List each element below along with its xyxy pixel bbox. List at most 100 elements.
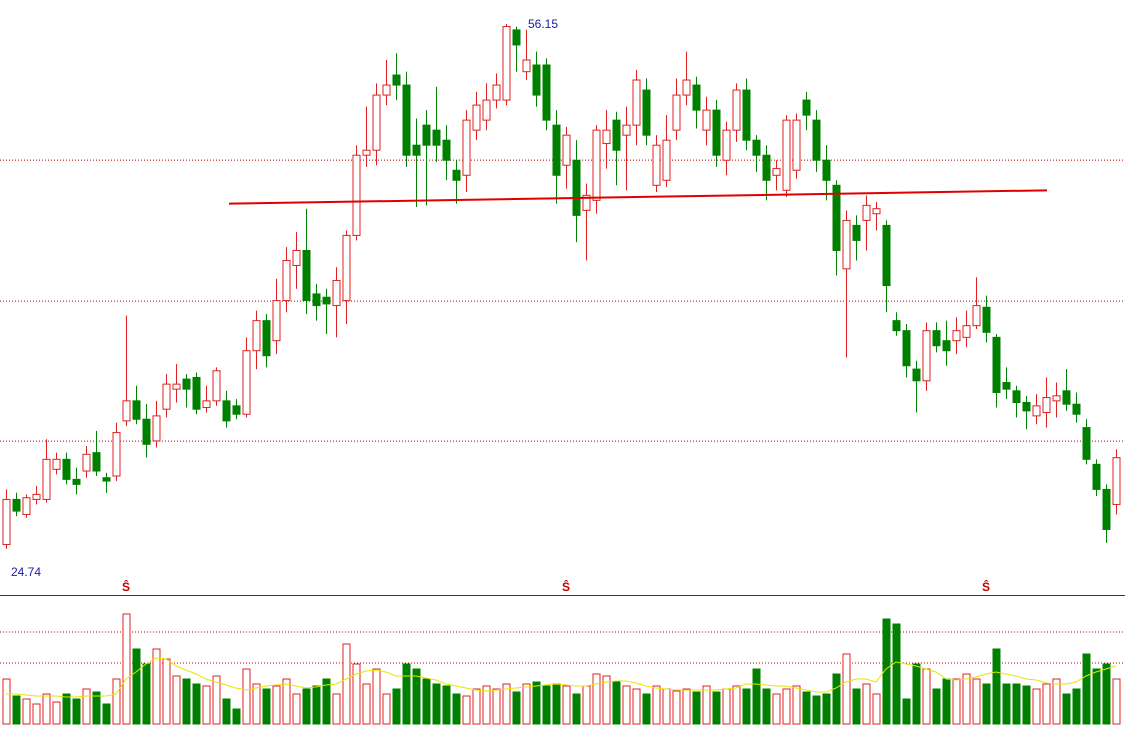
candle-body: [462, 119, 471, 176]
volume-bar: [182, 678, 191, 725]
volume-bar: [592, 673, 601, 725]
candle-body: [1032, 405, 1041, 417]
candle-body: [792, 119, 801, 171]
volume-bar: [782, 688, 791, 725]
volume-bar: [1052, 678, 1061, 725]
volume-bar: [612, 681, 621, 725]
candle-body: [872, 208, 881, 215]
candle-body: [902, 330, 911, 367]
volume-bar: [1012, 683, 1021, 725]
volume-bar: [502, 683, 511, 725]
candle-body: [212, 370, 221, 402]
candle-body: [492, 84, 501, 101]
candle-body: [202, 400, 211, 409]
candle-body: [442, 139, 451, 161]
candle-body: [572, 159, 581, 216]
volume-bar: [102, 703, 111, 725]
candle-body: [92, 452, 101, 472]
volume-bar: [142, 663, 151, 725]
volume-bar: [72, 698, 81, 725]
candle-body: [622, 124, 631, 136]
volume-bar: [672, 690, 681, 725]
candle-body: [222, 400, 231, 422]
candle-body: [712, 109, 721, 156]
volume-bar: [522, 683, 531, 725]
signal-marker: Ŝ: [562, 579, 570, 594]
candle-body: [402, 84, 411, 156]
max-price-label: 56.15: [528, 17, 558, 31]
volume-bar: [52, 701, 61, 725]
volume-bar: [622, 685, 631, 725]
candle-body: [1002, 381, 1011, 390]
candle-body: [342, 234, 351, 302]
volume-bar: [572, 693, 581, 725]
volume-bar: [462, 695, 471, 725]
candle-body: [602, 129, 611, 145]
volume-bar: [1102, 663, 1111, 725]
volume-bar: [722, 688, 731, 725]
candle-body: [422, 124, 431, 146]
volume-bar: [652, 685, 661, 725]
volume-bar: [512, 691, 521, 725]
candle-body: [72, 478, 81, 485]
candle-body: [452, 169, 461, 181]
volume-bar: [662, 688, 671, 725]
volume-bar: [962, 673, 971, 725]
candle-body: [592, 129, 601, 201]
candle-body: [12, 498, 21, 512]
volume-bar: [952, 678, 961, 725]
candle-body: [482, 99, 491, 121]
candle-body: [692, 84, 701, 111]
volume-bar: [992, 648, 1001, 725]
volume-bar: [1092, 668, 1101, 725]
volume-bar: [162, 658, 171, 725]
candle-body: [642, 89, 651, 136]
candle-body: [272, 300, 281, 342]
volume-bar: [292, 693, 301, 725]
volume-bar: [1022, 685, 1031, 725]
candle-body: [242, 350, 251, 415]
candle-body: [752, 139, 761, 156]
volume-bar: [552, 683, 561, 725]
candle-body: [502, 26, 511, 101]
volume-bar: [892, 623, 901, 725]
volume-bar: [1062, 693, 1071, 725]
volume-bar: [482, 685, 491, 725]
volume-bar: [492, 688, 501, 725]
volume-bar: [282, 678, 291, 725]
candle-body: [292, 249, 301, 267]
volume-bar: [42, 693, 51, 725]
candle-body: [542, 64, 551, 121]
volume-bar: [872, 693, 881, 725]
volume-bar: [312, 685, 321, 725]
candle-body: [532, 64, 541, 96]
volume-bar: [562, 685, 571, 725]
candle-body: [322, 296, 331, 305]
volume-bar: [382, 693, 391, 725]
volume-bar: [822, 693, 831, 725]
candle-body: [952, 330, 961, 342]
candle-body: [312, 293, 321, 307]
candle-body: [562, 134, 571, 166]
candle-body: [1052, 395, 1061, 402]
candle-body: [912, 368, 921, 382]
candle-body: [302, 249, 311, 302]
volume-bar: [1042, 683, 1051, 725]
volume-bar: [832, 673, 841, 725]
candle-body: [922, 330, 931, 382]
volume-bar: [252, 683, 261, 725]
volume-bar: [812, 695, 821, 725]
candle-body: [182, 378, 191, 390]
volume-bar: [452, 693, 461, 725]
candle-body: [1082, 427, 1091, 460]
candle-body: [682, 79, 691, 96]
volume-bar: [122, 613, 131, 725]
candle-body: [992, 336, 1001, 393]
volume-bar: [412, 668, 421, 725]
volume-bar: [802, 691, 811, 725]
volume-bar: [392, 688, 401, 725]
volume-bar: [402, 663, 411, 725]
candle-body: [1022, 402, 1031, 412]
candle-body: [702, 109, 711, 131]
volume-bar: [852, 688, 861, 725]
